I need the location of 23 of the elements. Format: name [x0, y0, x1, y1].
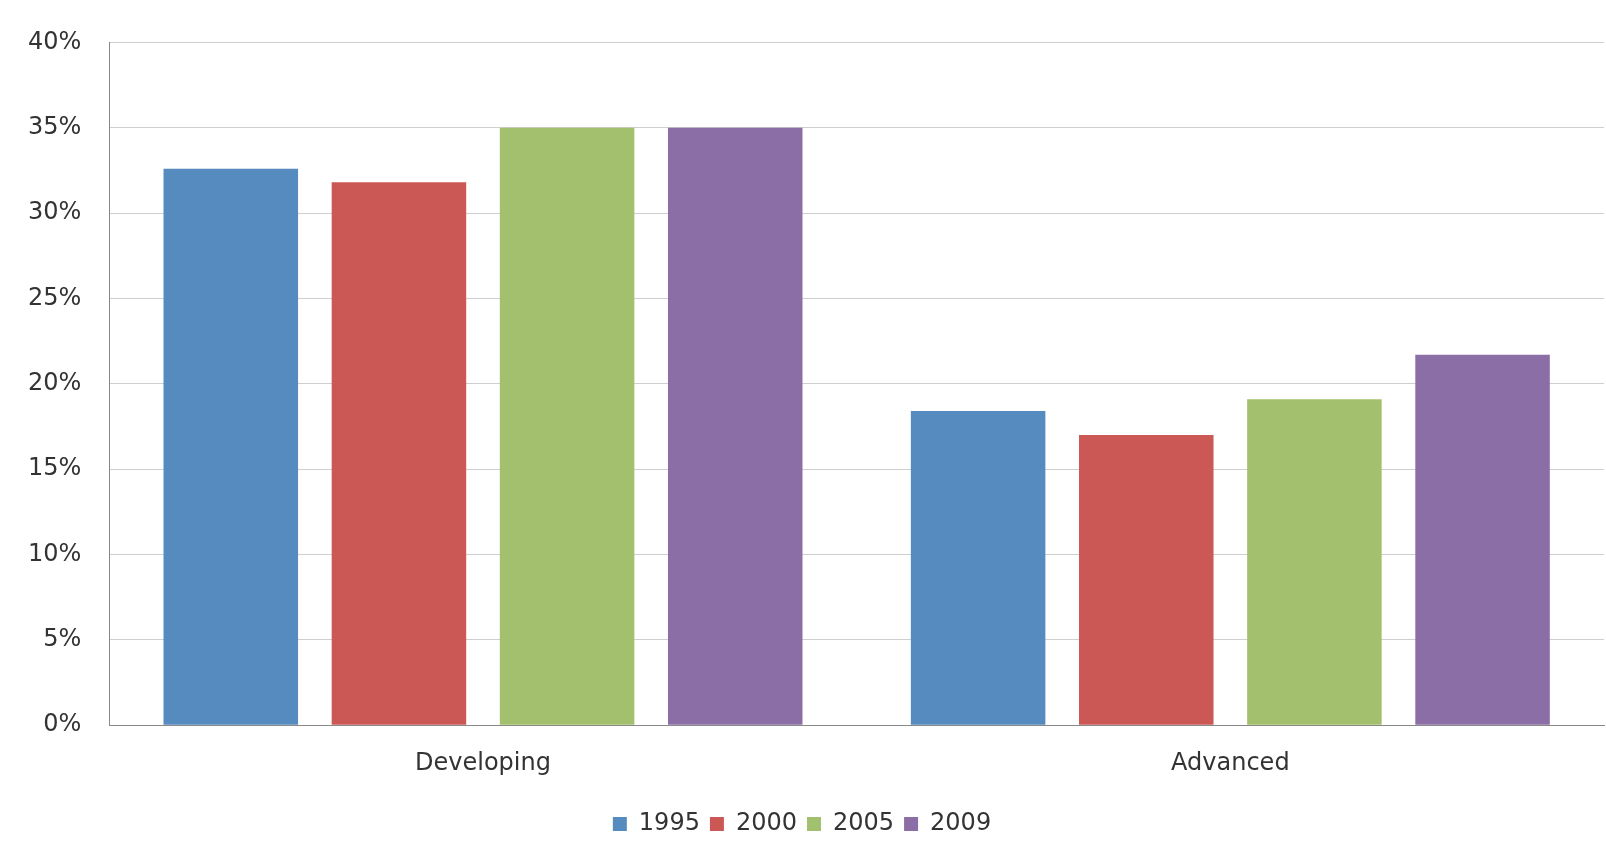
y-tick-label: 30% [28, 197, 82, 226]
legend-label: 1995 [638, 808, 700, 837]
bar [163, 168, 299, 725]
y-tick-label: 25% [28, 282, 82, 311]
y-tick-label: 10% [28, 538, 82, 567]
legend-label: 2000 [735, 808, 797, 837]
bar [1079, 435, 1214, 725]
bar [910, 411, 1046, 725]
legend-label: 2005 [833, 808, 895, 837]
y-tick-label: 40% [28, 26, 82, 55]
y-tick-label: 35% [28, 111, 82, 140]
y-tick-label: 5% [43, 624, 82, 653]
y-tick-label: 0% [43, 709, 82, 738]
bar [499, 127, 635, 725]
bar [331, 182, 467, 725]
x-tick-label: Advanced [1171, 747, 1290, 776]
y-tick-label: 20% [28, 368, 82, 397]
legend-label: 2009 [930, 808, 992, 837]
bar [1247, 399, 1382, 725]
x-tick-label: Developing [415, 747, 551, 776]
bar [1415, 354, 1550, 725]
bar [667, 127, 803, 725]
y-tick-label: 15% [28, 453, 82, 482]
